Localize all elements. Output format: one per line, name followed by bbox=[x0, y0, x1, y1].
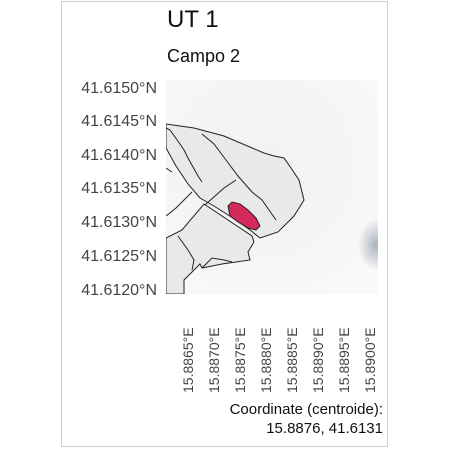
y-tick-label: 41.6145°N bbox=[81, 113, 157, 130]
y-tick-label: 41.6135°N bbox=[81, 180, 157, 197]
y-tick-label: 41.6150°N bbox=[81, 80, 157, 97]
x-tick-label: 15.8895°E bbox=[336, 327, 352, 393]
x-tick-label: 15.8865°E bbox=[180, 327, 196, 393]
parcel-divider bbox=[166, 127, 203, 183]
map-title: UT 1 bbox=[167, 6, 219, 33]
y-tick-label: 41.6125°N bbox=[81, 248, 157, 265]
x-tick-label: 15.8890°E bbox=[310, 327, 326, 393]
y-tick-label: 41.6140°N bbox=[81, 147, 157, 164]
map-subtitle: Campo 2 bbox=[167, 46, 241, 66]
parcel-divider bbox=[201, 133, 277, 221]
caption-line-1: Coordinate (centroide): bbox=[229, 401, 383, 418]
centroid-caption: Coordinate (centroide): 15.8876, 41.6131 bbox=[230, 400, 383, 438]
x-tick-label: 15.8870°E bbox=[206, 327, 222, 393]
caption-line-2: 15.8876, 41.6131 bbox=[266, 420, 383, 437]
highlighted-parcel bbox=[227, 201, 261, 231]
parcel-divider bbox=[177, 235, 195, 271]
map-canvas bbox=[166, 80, 378, 294]
x-tick-label: 15.8885°E bbox=[284, 327, 300, 393]
parcel-divider bbox=[166, 191, 193, 217]
parcel-divider bbox=[201, 257, 233, 269]
y-tick-label: 41.6130°N bbox=[81, 214, 157, 231]
parcel-south bbox=[166, 203, 255, 294]
x-tick-label: 15.8900°E bbox=[362, 327, 378, 393]
x-tick-label: 15.8875°E bbox=[232, 327, 248, 393]
water-feature bbox=[358, 219, 378, 271]
y-tick-label: 41.6120°N bbox=[81, 282, 157, 299]
x-tick-label: 15.8880°E bbox=[258, 327, 274, 393]
parcel-divider bbox=[166, 167, 173, 173]
